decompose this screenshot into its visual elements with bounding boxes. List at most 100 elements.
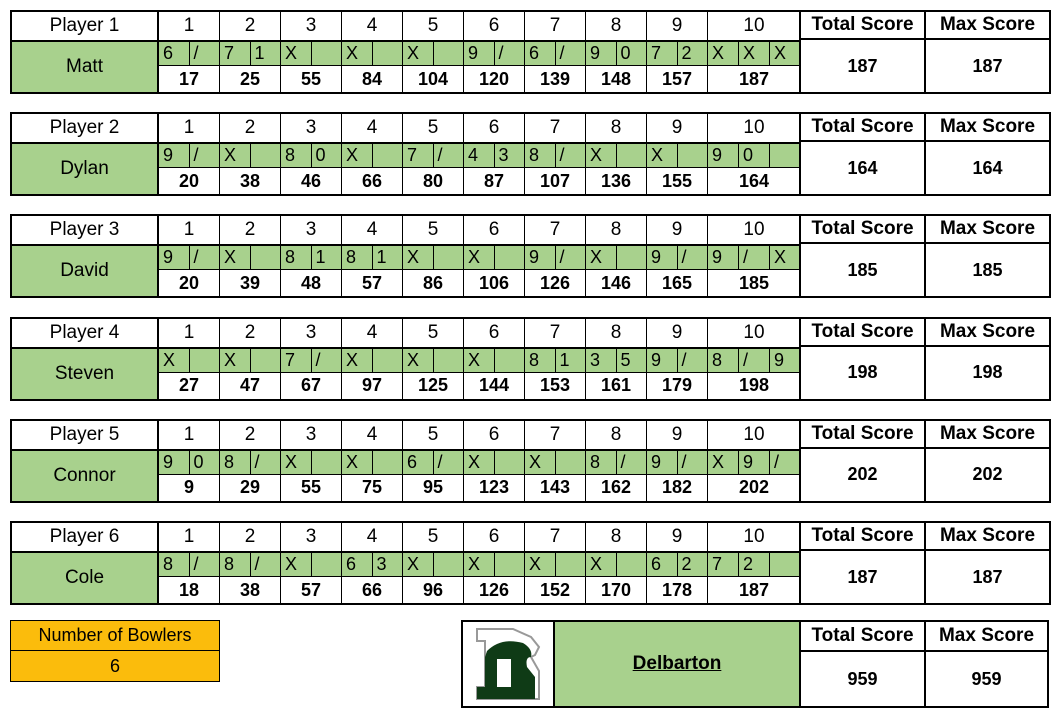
throw-mark: 6 (342, 551, 373, 577)
max-score-header: Max Score (924, 420, 1049, 449)
frame-score: 161 (586, 372, 647, 399)
throw-mark (770, 551, 801, 577)
frame-number: 3 (281, 12, 342, 40)
throw-mark: X (586, 142, 617, 169)
player-scorecard: Player 4 Steven 1 X 27 2 X 47 3 7/67 4 X 97 5 X 125 6 X 14… (10, 316, 1051, 401)
frame-score: 106 (464, 270, 525, 297)
throw-mark: 9 (647, 244, 678, 271)
total-score-header: Total Score (799, 420, 924, 449)
frame-score: 143 (525, 474, 586, 501)
frame-score: 86 (403, 270, 464, 297)
total-score: 187 (799, 40, 924, 92)
throw-mark: X (525, 448, 556, 475)
throw-mark (616, 551, 647, 577)
frame-number: 8 (586, 523, 647, 551)
throw-mark (372, 448, 403, 475)
frame-number: 8 (586, 420, 647, 449)
frame-number: 6 (464, 420, 525, 449)
frame-number: 1 (159, 420, 220, 449)
total-score: 164 (799, 142, 924, 195)
frame-number: 2 (220, 216, 281, 245)
throw-mark (555, 551, 586, 577)
throw-mark: / (433, 448, 464, 475)
frame-score: 123 (464, 474, 525, 501)
throw-mark: X (464, 244, 495, 271)
throw-mark: / (250, 448, 281, 475)
player-name: Matt (12, 40, 159, 92)
frame-number: 2 (220, 12, 281, 40)
throw-mark: / (770, 448, 801, 475)
frame-number: 9 (647, 318, 708, 347)
frame-number: 9 (647, 420, 708, 449)
throw-mark: X (159, 346, 190, 373)
frame-number: 3 (281, 420, 342, 449)
frame-score: 29 (220, 474, 281, 501)
throw-mark: 9 (159, 142, 190, 169)
bowlers-label: Number of Bowlers (11, 621, 219, 651)
frame-score: 66 (342, 577, 403, 603)
throw-mark: X (403, 40, 434, 66)
throw-mark (433, 244, 464, 271)
throw-mark: X (586, 551, 617, 577)
frame-score: 178 (647, 577, 708, 603)
frame-number: 6 (464, 114, 525, 143)
player-name: Dylan (12, 142, 159, 195)
frame-score: 136 (586, 168, 647, 195)
throw-mark: 9 (708, 244, 739, 271)
frame-score: 57 (342, 270, 403, 297)
frame-score: 57 (281, 577, 342, 603)
throw-mark: 3 (372, 551, 403, 577)
throw-mark (311, 551, 342, 577)
frame-number: 8 (586, 318, 647, 347)
throw-mark: X (342, 448, 373, 475)
frame-number: 7 (525, 12, 586, 40)
frame-score: 153 (525, 372, 586, 399)
frame-number: 5 (403, 318, 464, 347)
number-of-bowlers-box: Number of Bowlers 6 (10, 620, 220, 682)
throw-mark: 8 (159, 551, 190, 577)
max-score-header: Max Score (924, 318, 1049, 347)
throw-mark: X (525, 551, 556, 577)
throw-mark: X (342, 40, 373, 66)
frame-score: 80 (403, 168, 464, 195)
throw-mark: 5 (616, 346, 647, 373)
max-score: 185 (924, 244, 1049, 297)
frame-score: 202 (708, 474, 801, 501)
frame-number: 2 (220, 114, 281, 143)
player-name: Steven (12, 346, 159, 399)
max-score: 187 (924, 551, 1049, 603)
frame-number: 8 (586, 12, 647, 40)
throw-mark: 4 (464, 142, 495, 169)
throw-mark (616, 142, 647, 169)
player-label: Player 1 (12, 12, 159, 40)
throw-mark (372, 40, 403, 66)
frame-score: 96 (403, 577, 464, 603)
frame-number: 10 (708, 318, 801, 347)
throw-mark: / (189, 551, 220, 577)
frame-number: 9 (647, 12, 708, 40)
frame-score: 20 (159, 270, 220, 297)
frame-number: 9 (647, 114, 708, 143)
throw-mark (770, 142, 801, 169)
bowlers-count: 6 (109, 655, 120, 676)
frame-number: 3 (281, 114, 342, 143)
frame-score: 18 (159, 577, 220, 603)
frame-score: 17 (159, 66, 220, 92)
throw-mark: X (281, 551, 312, 577)
frame-score: 187 (708, 66, 801, 92)
throw-mark: 9 (770, 346, 801, 373)
frame-score: 9 (159, 474, 220, 501)
frame-score: 144 (464, 372, 525, 399)
throw-mark: 1 (311, 244, 342, 271)
frame-score: 139 (525, 66, 586, 92)
throw-mark: 7 (220, 40, 251, 66)
frame-number: 8 (586, 114, 647, 143)
frame-score: 126 (525, 270, 586, 297)
frame-score: 125 (403, 372, 464, 399)
frame-number: 10 (708, 12, 801, 40)
frame-score: 104 (403, 66, 464, 92)
throw-mark: 6 (525, 40, 556, 66)
throw-mark: 9 (525, 244, 556, 271)
frame-score: 20 (159, 168, 220, 195)
throw-mark: X (342, 346, 373, 373)
